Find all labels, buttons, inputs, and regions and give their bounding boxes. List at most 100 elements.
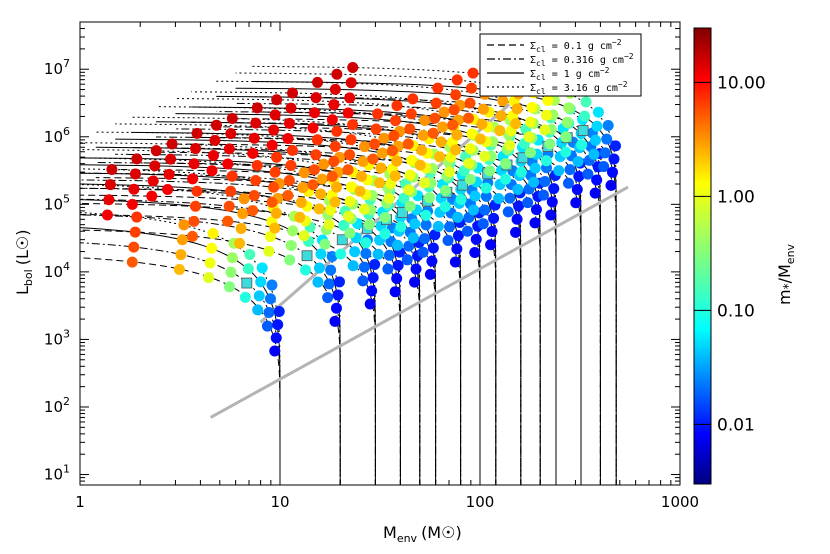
data-point — [539, 175, 551, 187]
data-point — [251, 159, 263, 171]
data-point — [326, 170, 338, 182]
data-point — [209, 134, 221, 146]
square-marker — [336, 234, 348, 246]
y-axis-label: Lbol(L☉) — [13, 230, 35, 295]
data-point — [463, 157, 475, 169]
data-point — [424, 268, 436, 280]
data-point — [329, 315, 341, 327]
data-point — [223, 143, 235, 155]
data-point — [389, 286, 401, 298]
data-point — [504, 139, 516, 151]
data-point — [427, 242, 439, 254]
data-point — [268, 181, 280, 193]
data-point — [398, 192, 410, 204]
square-marker — [241, 277, 253, 289]
evolution-track — [216, 126, 582, 485]
data-point — [330, 302, 342, 314]
data-point — [238, 193, 250, 205]
data-point — [437, 121, 449, 133]
data-point — [329, 196, 341, 208]
data-point — [310, 149, 322, 161]
data-point — [268, 124, 280, 136]
axes: 1 10 100 1000 101 102 103 104 105 106 107 — [44, 21, 699, 511]
data-point — [528, 176, 540, 188]
data-point — [529, 217, 541, 229]
data-point — [300, 264, 312, 276]
data-point — [349, 246, 361, 258]
data-point — [464, 143, 476, 155]
data-point — [287, 87, 299, 99]
data-point — [449, 144, 461, 156]
data-point — [561, 116, 573, 128]
data-point — [407, 232, 419, 244]
data-point — [442, 234, 454, 246]
evolution-track — [80, 214, 341, 485]
data-point — [470, 233, 482, 245]
data-point — [270, 207, 282, 219]
x-tick-label: 100 — [466, 493, 495, 511]
data-point — [548, 183, 560, 195]
data-point — [432, 82, 444, 94]
data-point — [206, 165, 218, 177]
data-point — [264, 231, 276, 243]
data-point — [297, 182, 309, 194]
data-point — [273, 305, 285, 317]
data-point — [318, 158, 330, 170]
evolution-track — [80, 172, 437, 485]
data-point — [540, 109, 552, 121]
data-point — [248, 132, 260, 144]
y-tick-label: 102 — [44, 395, 70, 416]
data-point — [414, 159, 426, 171]
data-point — [573, 170, 585, 182]
data-point — [263, 306, 275, 318]
data-point — [247, 205, 259, 217]
evolution-track — [80, 184, 341, 485]
data-point — [439, 201, 451, 213]
data-point — [467, 67, 479, 79]
data-point — [331, 68, 343, 80]
x-tick-label: 1000 — [661, 493, 699, 511]
data-point — [256, 262, 268, 274]
data-point — [250, 175, 262, 187]
data-point — [540, 155, 552, 167]
data-point — [255, 276, 267, 288]
data-point — [342, 107, 354, 119]
data-point — [418, 177, 430, 189]
data-point — [335, 248, 347, 260]
data-point — [359, 141, 371, 153]
gray-reference-line — [209, 185, 629, 419]
legend-label: Σcl = 0.1 g cm−2 — [530, 38, 622, 54]
data-point — [191, 185, 203, 197]
data-point — [484, 165, 496, 177]
data-point — [500, 173, 512, 185]
data-point — [474, 133, 486, 145]
evolution-track — [80, 157, 401, 485]
evolution-track — [191, 136, 557, 485]
model-points — [101, 62, 621, 357]
y-tick-label: 105 — [44, 192, 70, 213]
data-point — [190, 143, 202, 155]
data-point — [270, 332, 282, 344]
data-point — [542, 94, 554, 106]
data-point — [188, 215, 200, 227]
data-point — [234, 237, 246, 249]
data-point — [347, 260, 359, 272]
data-point — [266, 196, 278, 208]
data-point — [434, 151, 446, 163]
data-point — [383, 249, 395, 261]
data-point — [479, 204, 491, 216]
data-point — [392, 259, 404, 271]
data-point — [406, 154, 418, 166]
data-point — [128, 183, 140, 195]
data-point — [476, 118, 488, 130]
data-point — [285, 239, 297, 251]
data-point — [225, 128, 237, 140]
colorbar-gradient — [693, 27, 712, 485]
data-point — [223, 281, 235, 293]
data-point — [271, 151, 283, 163]
data-point — [545, 209, 557, 221]
data-point — [370, 123, 382, 135]
data-point — [564, 164, 576, 176]
